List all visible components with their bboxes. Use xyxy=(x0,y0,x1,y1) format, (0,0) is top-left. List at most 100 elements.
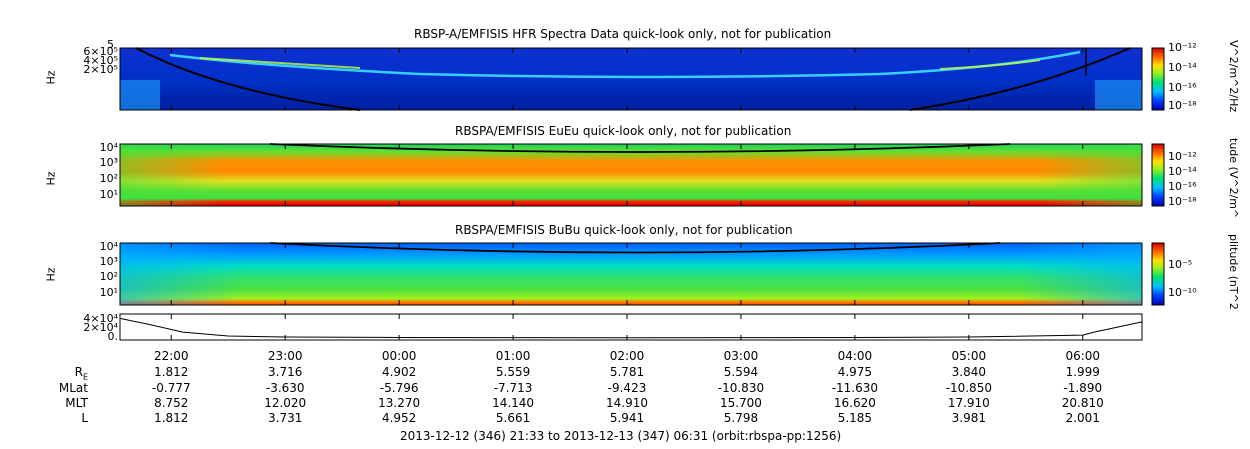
ephemeris-value: 1.999 xyxy=(1065,365,1100,379)
ephemeris-value: -7.713 xyxy=(493,381,533,395)
bubu-ytick: 10¹ xyxy=(99,286,118,299)
eueu-cb-tick: 10⁻¹⁴ xyxy=(1168,165,1197,178)
ephemeris-value: 4.975 xyxy=(837,365,873,379)
row-label: MLT xyxy=(65,396,88,410)
line-ytick: 2×10⁴ xyxy=(83,321,118,334)
row-label-re: RE xyxy=(74,365,88,382)
ephemeris-value: 14.910 xyxy=(606,396,648,410)
eueu-ylabel: Hz xyxy=(44,171,58,186)
eueu-edge-shade xyxy=(120,144,1142,206)
ephemeris-value: -10.850 xyxy=(945,381,992,395)
time-label: 02:00 xyxy=(609,349,645,363)
eueu-ytick: 10³ xyxy=(99,156,118,169)
ephemeris-value: 5.185 xyxy=(837,411,873,425)
line-ytick: 0. xyxy=(107,330,119,343)
hfr-ytick: 4×10⁵ xyxy=(83,54,118,67)
hfr-spectrogram xyxy=(120,48,1142,110)
ephemeris-value: -3.630 xyxy=(265,381,305,395)
eueu-ytick: 10¹ xyxy=(99,188,118,201)
ephemeris-value: 1.812 xyxy=(154,411,189,425)
hfr-low-freq-noise-right xyxy=(1095,80,1142,110)
time-label: 03:00 xyxy=(723,349,759,363)
ephemeris-value: 3.731 xyxy=(268,411,303,425)
ephemeris-value: 3.716 xyxy=(268,365,303,379)
bubu-gyro-line xyxy=(269,242,1001,254)
hfr-ytick-top: 5 xyxy=(107,38,114,51)
ephemeris-value: 5.661 xyxy=(495,411,531,425)
row-label: L xyxy=(81,411,88,425)
row-label: MLat xyxy=(58,381,88,395)
ephemeris-value: 5.781 xyxy=(609,365,645,379)
ephemeris-value: 14.140 xyxy=(492,396,535,410)
ephemeris-value: 5.798 xyxy=(723,411,759,425)
bubu-title: RBSPA/EMFISIS BuBu quick-look only, not … xyxy=(455,223,793,237)
line-frame xyxy=(119,313,1143,341)
ephemeris-value: 5.559 xyxy=(495,365,531,379)
bubu-ytick: 10² xyxy=(99,270,118,283)
ephemeris-value: -1.890 xyxy=(1063,381,1103,395)
hfr-panel xyxy=(119,47,1143,111)
x-tick-marks xyxy=(170,48,1084,340)
hfr-cb-tick: 10⁻¹⁶ xyxy=(1168,81,1197,94)
time-range-footer: 2013-12-12 (346) 21:33 to 2013-12-13 (34… xyxy=(400,429,842,443)
hfr-cb-title: V^2/m^2/Hz xyxy=(1227,40,1240,113)
hfr-colorbar xyxy=(1151,47,1165,111)
time-label: 01:00 xyxy=(495,349,531,363)
ephemeris-value: -9.423 xyxy=(607,381,647,395)
hfr-cb-tick: 10⁻¹² xyxy=(1168,41,1197,54)
eueu-title: RBSPA/EMFISIS EuEu quick-look only, not … xyxy=(455,124,792,138)
bubu-cb-title: plitude (nT^2 xyxy=(1227,234,1240,310)
eueu-cb-tick: 10⁻¹⁸ xyxy=(1168,195,1197,208)
bubu-colorbar xyxy=(1151,242,1165,306)
ephemeris-value: 1.812 xyxy=(154,365,189,379)
ephemeris-value: 12.020 xyxy=(264,396,307,410)
eueu-panel xyxy=(119,143,1143,207)
ephemeris-value: 3.840 xyxy=(951,365,986,379)
hfr-cb-tick: 10⁻¹⁴ xyxy=(1168,61,1197,74)
time-label: 05:00 xyxy=(951,349,987,363)
ephemeris-value: 2.001 xyxy=(1065,411,1100,425)
time-label: 04:00 xyxy=(837,349,873,363)
ephemeris-value: 20.810 xyxy=(1061,396,1104,410)
time-label: 00:00 xyxy=(381,349,417,363)
hfr-frame xyxy=(119,47,1143,111)
ephemeris-value: 3.981 xyxy=(951,411,986,425)
eueu-ytick: 10⁴ xyxy=(99,141,118,154)
eueu-gyro-line xyxy=(269,143,1011,153)
eueu-cb-title: tude (V^2/m^ xyxy=(1227,138,1240,219)
time-label: 22:00 xyxy=(153,349,189,363)
hfr-ytick: 2×10⁵ xyxy=(83,63,118,76)
time-label: 23:00 xyxy=(267,349,303,363)
ephemeris-value: 4.902 xyxy=(381,365,417,379)
hfr-ylabel: Hz xyxy=(44,70,58,85)
ephemeris-value: 16.620 xyxy=(833,396,876,410)
ephemeris-value: -11.630 xyxy=(831,381,879,395)
ephemeris-value: 5.941 xyxy=(609,411,645,425)
hfr-title: RBSP-A/EMFISIS HFR Spectra Data quick-lo… xyxy=(414,27,832,41)
bubu-ylabel: Hz xyxy=(44,267,58,282)
line-ytick: 4×10⁴ xyxy=(83,312,118,325)
eueu-colorbar xyxy=(1151,143,1165,207)
ephemeris-value: 13.270 xyxy=(378,396,421,410)
ephemeris-value: 17.910 xyxy=(947,396,990,410)
bubu-cb-tick: 10⁻⁵ xyxy=(1168,258,1193,271)
bubu-cb-tick: 10⁻¹⁰ xyxy=(1168,286,1197,299)
hfr-cb-tick: 10⁻¹⁸ xyxy=(1168,99,1197,112)
ephemeris-value: 8.752 xyxy=(154,396,189,410)
bubu-panel xyxy=(119,242,1143,306)
hfr-low-freq-noise-left xyxy=(120,80,160,110)
bubu-ytick: 10⁴ xyxy=(99,240,118,253)
bubu-frame xyxy=(119,242,1143,306)
ephemeris-value: -5.796 xyxy=(379,381,419,395)
line-panel xyxy=(119,313,1143,341)
ephemeris-value: 4.952 xyxy=(381,411,417,425)
hfr-emission-band-right xyxy=(939,59,1041,70)
eueu-ytick: 10² xyxy=(99,172,118,185)
eueu-frame xyxy=(119,143,1143,207)
hfr-emission-band-upper xyxy=(199,57,361,69)
hfr-plasma-line xyxy=(135,47,1131,111)
hfr-ytick: 6×10⁵ xyxy=(83,45,118,58)
bubu-ytick: 10³ xyxy=(99,255,118,268)
ephemeris-value: -10.830 xyxy=(717,381,765,395)
